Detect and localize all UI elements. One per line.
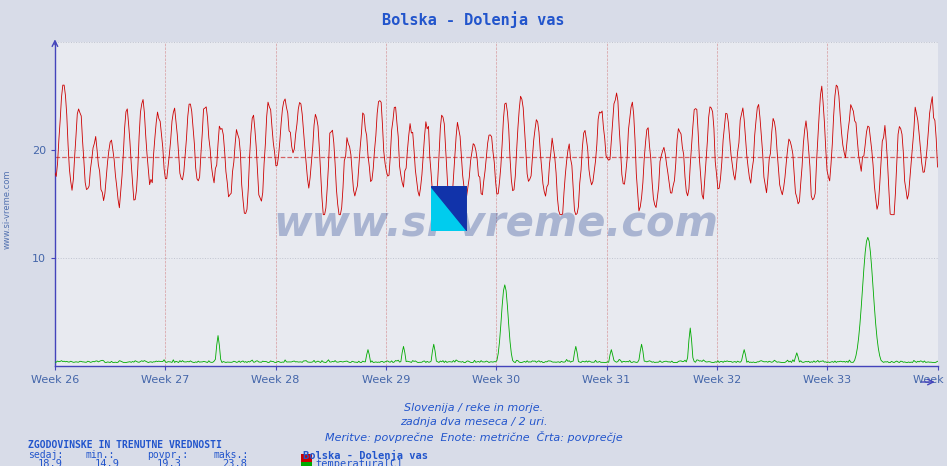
Text: 23,8: 23,8 — [223, 459, 247, 466]
Text: www.si-vreme.com: www.si-vreme.com — [274, 202, 719, 244]
Text: maks.:: maks.: — [213, 450, 248, 459]
Text: Slovenija / reke in morje.: Slovenija / reke in morje. — [404, 403, 543, 413]
Text: Bolska - Dolenja vas: Bolska - Dolenja vas — [383, 12, 564, 28]
Text: zadnja dva meseca / 2 uri.: zadnja dva meseca / 2 uri. — [400, 417, 547, 427]
Text: Bolska - Dolenja vas: Bolska - Dolenja vas — [303, 450, 428, 461]
Text: www.si-vreme.com: www.si-vreme.com — [3, 170, 12, 249]
Polygon shape — [431, 186, 467, 231]
Text: sedaj:: sedaj: — [28, 450, 63, 459]
Text: povpr.:: povpr.: — [147, 450, 188, 459]
Polygon shape — [431, 186, 467, 231]
Text: 18,9: 18,9 — [38, 459, 63, 466]
Text: ZGODOVINSKE IN TRENUTNE VREDNOSTI: ZGODOVINSKE IN TRENUTNE VREDNOSTI — [28, 440, 223, 450]
Text: 19,3: 19,3 — [156, 459, 181, 466]
Text: temperatura[C]: temperatura[C] — [315, 459, 402, 466]
Text: Meritve: povprečne  Enote: metrične  Črta: povprečje: Meritve: povprečne Enote: metrične Črta:… — [325, 431, 622, 443]
Text: min.:: min.: — [85, 450, 115, 459]
Text: 14,9: 14,9 — [95, 459, 119, 466]
